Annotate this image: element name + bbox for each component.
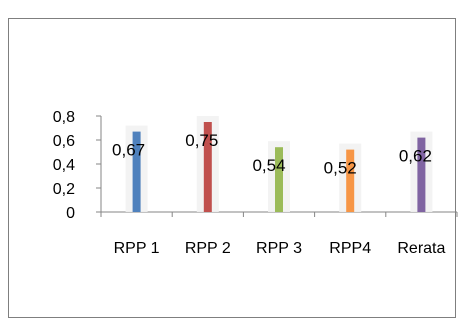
- data-label: 0,62: [399, 147, 432, 166]
- bar: [275, 147, 283, 212]
- data-label: 0,67: [112, 141, 145, 160]
- bars: [125, 116, 433, 212]
- x-tick-label: RPP 2: [185, 240, 231, 257]
- y-axis: 0 0,2 0,4 0,6 0,8: [53, 109, 102, 222]
- y-tick-label: 0,2: [53, 181, 75, 198]
- bar: [132, 131, 141, 212]
- y-tick-label: 0,4: [53, 157, 75, 174]
- bar: [346, 149, 355, 212]
- data-label: 0,52: [324, 159, 357, 178]
- data-label: 0,75: [185, 131, 218, 150]
- data-label: 0,54: [252, 156, 285, 175]
- x-tick-label: RPP4: [329, 240, 371, 257]
- y-tick-label: 0,6: [53, 133, 75, 150]
- bar: [203, 122, 212, 212]
- data-labels: 0,67 0,75 0,54 0,52 0,62: [112, 131, 432, 178]
- x-tick-label: Rerata: [397, 240, 445, 257]
- chart-frame: [8, 18, 456, 318]
- y-tick-label: 0: [66, 205, 75, 222]
- y-tick-label: 0,8: [53, 109, 75, 126]
- bar: [417, 137, 426, 212]
- x-tick-label: RPP 3: [256, 240, 302, 257]
- x-tick-label: RPP 1: [114, 240, 160, 257]
- x-axis: RPP 1 RPP 2 RPP 3 RPP4 Rerata: [100, 211, 458, 257]
